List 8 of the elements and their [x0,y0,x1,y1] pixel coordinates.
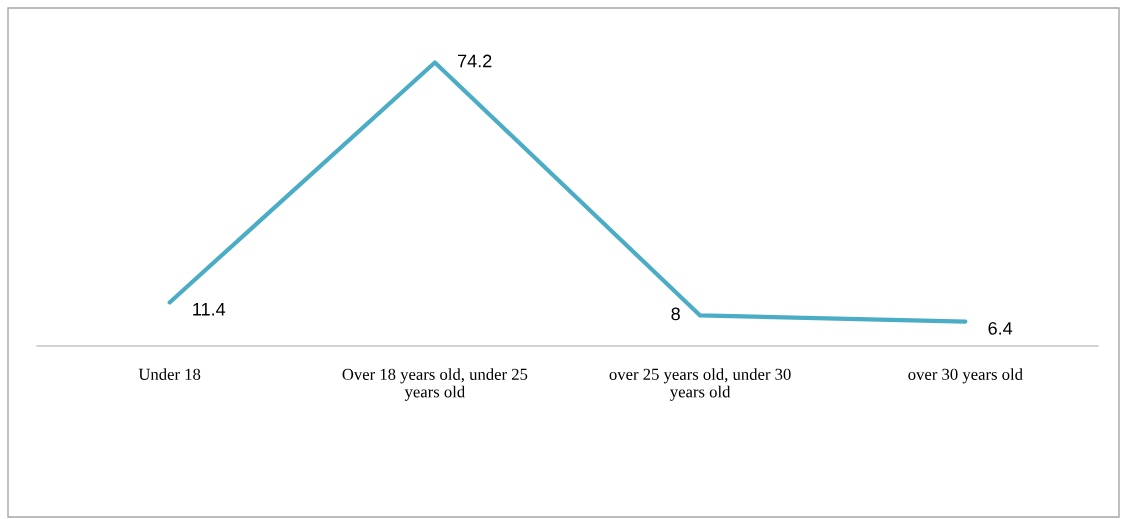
x-tick-label: Over 18 years old, under 25 years old [342,368,528,401]
x-tick-label: over 25 years old, under 30 years old [609,368,791,401]
x-tick-label: Under 18 [138,368,201,380]
data-label: 6.4 [988,321,1013,335]
data-label: 8 [671,307,680,321]
data-label: 11.4 [193,303,226,316]
data-label: 74.2 [458,54,492,68]
x-tick-label: over 30 years old [908,368,1023,384]
